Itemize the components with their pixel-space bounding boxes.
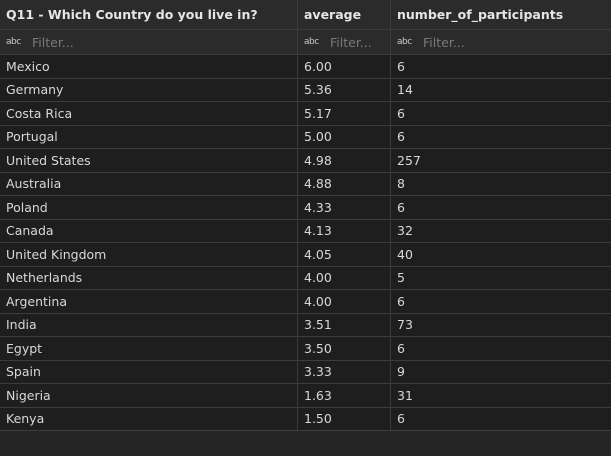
- cell-average: 1.63: [298, 384, 391, 407]
- table-row[interactable]: United States 4.98 257: [0, 149, 611, 173]
- cell-country: Mexico: [0, 55, 298, 78]
- text-type-icon: abc: [6, 37, 21, 47]
- cell-average: 5.36: [298, 78, 391, 101]
- cell-country: Germany: [0, 78, 298, 101]
- cell-average: 3.51: [298, 313, 391, 336]
- cell-country: Netherlands: [0, 266, 298, 289]
- table-row[interactable]: Poland 4.33 6: [0, 196, 611, 220]
- cell-average: 5.17: [298, 102, 391, 125]
- filter-input-country[interactable]: [32, 34, 192, 50]
- filter-cell-country: abc: [0, 30, 298, 54]
- cell-participants: 8: [397, 176, 405, 192]
- text-type-icon: abc: [304, 37, 319, 47]
- cell-participants: 257: [397, 152, 421, 168]
- table-row[interactable]: Mexico 6.00 6: [0, 55, 611, 79]
- table-row[interactable]: Netherlands 4.00 5: [0, 266, 611, 290]
- table-row[interactable]: Costa Rica 5.17 6: [0, 102, 611, 126]
- cell-participants: 32: [397, 223, 413, 239]
- cell-average: 3.33: [298, 360, 391, 383]
- cell-country: Kenya: [0, 407, 298, 430]
- cell-country: Costa Rica: [0, 102, 298, 125]
- cell-participants: 6: [397, 105, 405, 121]
- cell-participants: 5: [397, 270, 405, 286]
- filter-cell-participants: abc: [391, 30, 611, 54]
- column-header-country[interactable]: Q11 - Which Country do you live in?: [0, 0, 298, 29]
- cell-country: Nigeria: [0, 384, 298, 407]
- filter-row: abc abc abc: [0, 30, 611, 55]
- cell-country: Canada: [0, 219, 298, 242]
- table-row[interactable]: Australia 4.88 8: [0, 172, 611, 196]
- filter-input-participants[interactable]: [423, 34, 583, 50]
- table-row[interactable]: Spain 3.33 9: [0, 360, 611, 384]
- header-row: Q11 - Which Country do you live in? aver…: [0, 0, 611, 30]
- cell-participants: 6: [397, 129, 405, 145]
- cell-average: 4.88: [298, 172, 391, 195]
- cell-country: Australia: [0, 172, 298, 195]
- cell-participants: 6: [397, 340, 405, 356]
- cell-average: 4.00: [298, 266, 391, 289]
- cell-country: Egypt: [0, 337, 298, 360]
- cell-country: Portugal: [0, 125, 298, 148]
- cell-participants: 31: [397, 387, 413, 403]
- table-row[interactable]: Portugal 5.00 6: [0, 125, 611, 149]
- column-header-participants[interactable]: number_of_participants: [397, 7, 564, 22]
- table-row[interactable]: Kenya 1.50 6: [0, 407, 611, 431]
- cell-participants: 6: [397, 411, 405, 427]
- table-row[interactable]: Nigeria 1.63 31: [0, 384, 611, 408]
- cell-country: United States: [0, 149, 298, 172]
- cell-average: 4.00: [298, 290, 391, 313]
- text-type-icon: abc: [397, 37, 412, 47]
- cell-participants: 6: [397, 58, 405, 74]
- cell-participants: 40: [397, 246, 413, 262]
- cell-country: Poland: [0, 196, 298, 219]
- filter-cell-average: abc: [298, 30, 391, 54]
- filter-input-average[interactable]: [330, 34, 390, 50]
- cell-average: 3.50: [298, 337, 391, 360]
- table-row[interactable]: Canada 4.13 32: [0, 219, 611, 243]
- cell-average: 1.50: [298, 407, 391, 430]
- cell-participants: 14: [397, 82, 413, 98]
- cell-participants: 6: [397, 199, 405, 215]
- cell-average: 5.00: [298, 125, 391, 148]
- table-row[interactable]: Argentina 4.00 6: [0, 290, 611, 314]
- cell-average: 6.00: [298, 55, 391, 78]
- table-row[interactable]: Germany 5.36 14: [0, 78, 611, 102]
- cell-average: 4.13: [298, 219, 391, 242]
- column-header-average[interactable]: average: [298, 0, 391, 29]
- cell-average: 4.33: [298, 196, 391, 219]
- cell-average: 4.05: [298, 243, 391, 266]
- cell-participants: 9: [397, 364, 405, 380]
- table-row[interactable]: United Kingdom 4.05 40: [0, 243, 611, 267]
- cell-country: United Kingdom: [0, 243, 298, 266]
- table-row[interactable]: India 3.51 73: [0, 313, 611, 337]
- cell-country: Argentina: [0, 290, 298, 313]
- cell-average: 4.98: [298, 149, 391, 172]
- cell-participants: 6: [397, 293, 405, 309]
- cell-country: Spain: [0, 360, 298, 383]
- table-row[interactable]: Egypt 3.50 6: [0, 337, 611, 361]
- cell-country: India: [0, 313, 298, 336]
- cell-participants: 73: [397, 317, 413, 333]
